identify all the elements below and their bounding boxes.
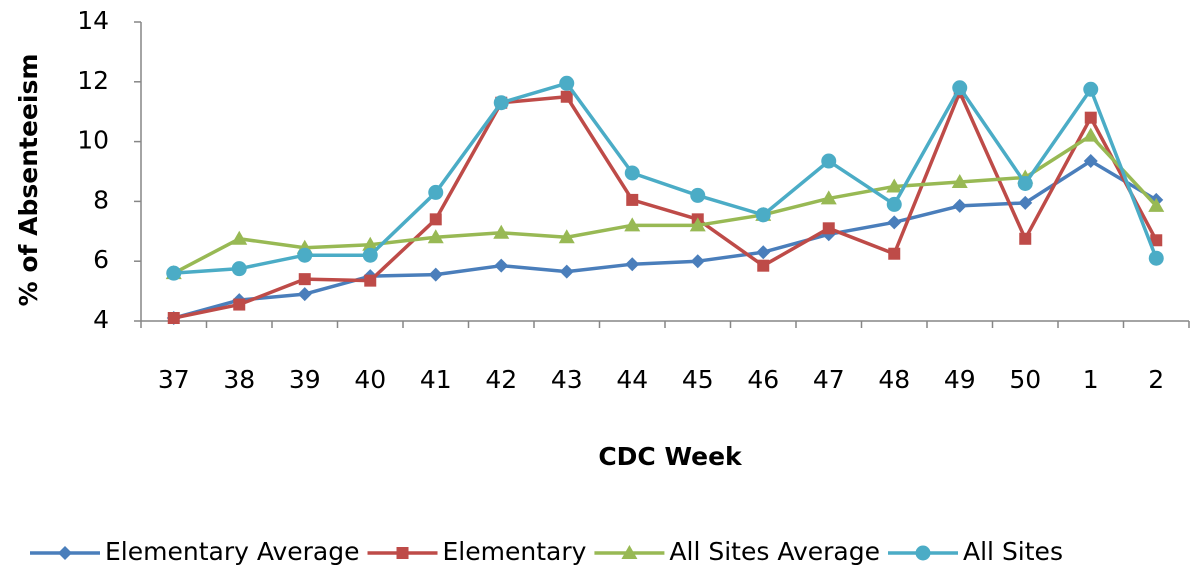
marker — [888, 247, 901, 260]
x-tick-label: 46 — [747, 365, 779, 394]
x-tick-label: 47 — [813, 365, 845, 394]
marker — [690, 187, 706, 203]
marker — [624, 165, 640, 181]
marker — [364, 274, 377, 287]
marker — [427, 229, 444, 244]
y-tick-label: 12 — [77, 66, 109, 95]
x-tick-label: 41 — [420, 365, 452, 394]
marker — [820, 190, 837, 205]
marker — [493, 95, 509, 111]
y-tick-label: 10 — [77, 126, 109, 155]
legend-marker — [915, 545, 931, 561]
legend-label: Elementary — [443, 537, 587, 566]
marker — [952, 198, 967, 213]
x-tick-label: 1 — [1083, 365, 1099, 394]
marker — [428, 184, 444, 200]
marker — [757, 259, 770, 272]
marker — [1018, 195, 1033, 210]
series-line — [173, 81, 1158, 275]
marker — [1150, 234, 1163, 247]
series-line — [173, 90, 1158, 320]
marker — [689, 217, 706, 232]
marker — [951, 173, 968, 188]
marker — [298, 273, 311, 286]
legend-marker — [396, 547, 409, 559]
marker — [494, 258, 509, 273]
marker — [690, 254, 705, 269]
marker — [233, 298, 246, 311]
marker — [1017, 175, 1033, 191]
marker — [231, 261, 247, 277]
marker — [362, 247, 378, 263]
x-axis-label: CDC Week — [598, 442, 743, 471]
y-tick-label: 14 — [77, 6, 109, 35]
marker — [626, 193, 639, 206]
legend-label: All Sites — [963, 537, 1063, 566]
marker — [887, 215, 902, 230]
marker — [1148, 250, 1164, 266]
x-tick-label: 44 — [616, 365, 648, 394]
x-tick-label: 42 — [485, 365, 517, 394]
marker — [167, 312, 180, 325]
marker — [559, 75, 575, 91]
marker — [886, 178, 903, 193]
series-line — [172, 133, 1158, 275]
y-tick-label: 6 — [93, 245, 109, 274]
legend-label: All Sites Average — [669, 537, 880, 566]
marker — [1019, 232, 1032, 245]
x-tick-label: 50 — [1009, 365, 1041, 394]
x-tick-label: 48 — [878, 365, 910, 394]
marker — [1083, 154, 1098, 169]
x-tick-label: 38 — [223, 365, 255, 394]
series-line — [173, 159, 1158, 320]
legend-label: Elementary Average — [105, 537, 360, 566]
marker — [231, 230, 248, 245]
marker — [166, 265, 182, 281]
marker — [1083, 81, 1099, 97]
marker — [559, 264, 574, 279]
y-tick-label: 4 — [93, 305, 109, 334]
x-tick-label: 43 — [551, 365, 583, 394]
marker — [362, 236, 379, 251]
marker — [297, 247, 313, 263]
marker — [624, 217, 641, 232]
x-tick-label: 37 — [158, 365, 190, 394]
marker — [428, 267, 443, 282]
legend-marker — [621, 545, 638, 559]
marker — [493, 224, 510, 239]
x-tick-label: 49 — [944, 365, 976, 394]
x-tick-label: 2 — [1148, 365, 1164, 394]
legend-marker — [58, 546, 72, 560]
marker — [756, 245, 771, 260]
y-axis-label: % of Absenteeism — [14, 54, 43, 307]
x-tick-label: 40 — [354, 365, 386, 394]
marker — [429, 213, 442, 226]
x-tick-label: 45 — [682, 365, 714, 394]
marker — [755, 207, 771, 223]
marker — [1082, 127, 1099, 142]
marker — [625, 257, 640, 272]
marker — [558, 229, 575, 244]
marker — [1084, 111, 1097, 124]
marker — [560, 90, 573, 103]
marker — [1148, 197, 1165, 212]
marker — [822, 222, 835, 235]
x-tick-label: 39 — [289, 365, 321, 394]
marker — [886, 196, 902, 212]
y-tick-label: 8 — [93, 185, 109, 214]
marker — [821, 153, 837, 169]
marker — [297, 287, 312, 302]
marker — [952, 80, 968, 96]
